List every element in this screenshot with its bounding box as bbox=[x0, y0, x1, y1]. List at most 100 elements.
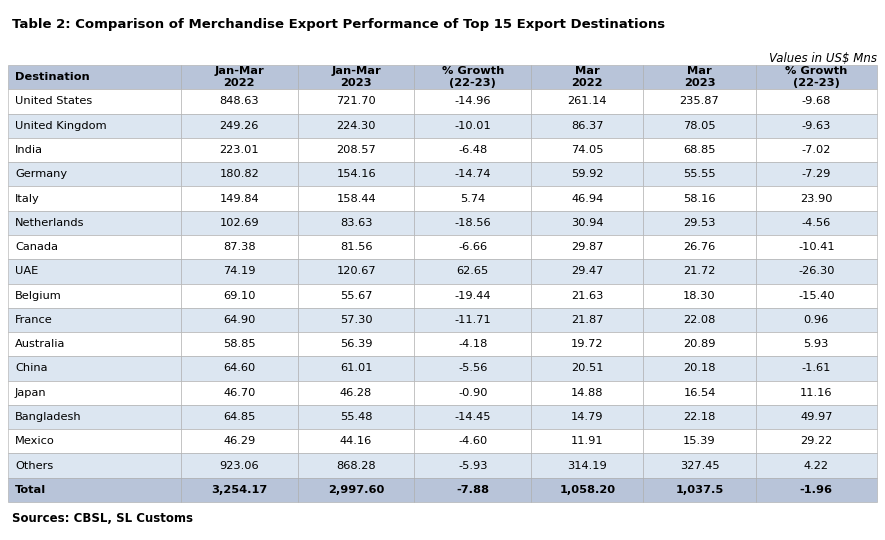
Text: 1,058.20: 1,058.20 bbox=[559, 485, 615, 495]
Bar bbox=[297, 113, 414, 138]
Bar bbox=[8, 162, 181, 186]
Bar bbox=[643, 138, 756, 162]
Text: -9.68: -9.68 bbox=[802, 97, 831, 106]
Text: 2,997.60: 2,997.60 bbox=[327, 485, 384, 495]
Bar bbox=[181, 162, 297, 186]
Text: 19.72: 19.72 bbox=[571, 339, 604, 349]
Bar bbox=[8, 454, 181, 478]
Bar bbox=[181, 89, 297, 113]
Text: Germany: Germany bbox=[15, 169, 67, 179]
Bar bbox=[414, 405, 531, 429]
Bar bbox=[756, 284, 877, 308]
Bar bbox=[181, 65, 297, 89]
Text: 223.01: 223.01 bbox=[219, 145, 259, 155]
Bar bbox=[531, 65, 643, 89]
Bar bbox=[414, 235, 531, 259]
Text: 30.94: 30.94 bbox=[571, 218, 604, 228]
Bar bbox=[531, 332, 643, 356]
Bar bbox=[414, 211, 531, 235]
Bar bbox=[8, 478, 181, 502]
Bar bbox=[297, 211, 414, 235]
Bar bbox=[414, 65, 531, 89]
Bar bbox=[643, 259, 756, 284]
Bar bbox=[8, 186, 181, 211]
Text: 11.91: 11.91 bbox=[571, 436, 604, 446]
Bar bbox=[8, 113, 181, 138]
Text: -14.74: -14.74 bbox=[455, 169, 491, 179]
Text: 29.47: 29.47 bbox=[571, 266, 604, 276]
Bar bbox=[414, 259, 531, 284]
Text: China: China bbox=[15, 363, 48, 374]
Text: Destination: Destination bbox=[15, 72, 89, 82]
Bar bbox=[297, 89, 414, 113]
Bar bbox=[181, 235, 297, 259]
Text: -10.01: -10.01 bbox=[455, 121, 491, 131]
Text: -7.88: -7.88 bbox=[457, 485, 489, 495]
Text: -9.63: -9.63 bbox=[802, 121, 831, 131]
Bar bbox=[297, 454, 414, 478]
Bar bbox=[414, 454, 531, 478]
Text: 83.63: 83.63 bbox=[340, 218, 373, 228]
Text: 46.28: 46.28 bbox=[340, 388, 373, 398]
Bar bbox=[531, 405, 643, 429]
Bar bbox=[297, 235, 414, 259]
Text: 86.37: 86.37 bbox=[571, 121, 604, 131]
Bar bbox=[531, 429, 643, 454]
Bar bbox=[414, 284, 531, 308]
Bar bbox=[531, 235, 643, 259]
Bar bbox=[181, 454, 297, 478]
Text: 74.05: 74.05 bbox=[571, 145, 604, 155]
Bar bbox=[643, 381, 756, 405]
Bar bbox=[531, 186, 643, 211]
Bar bbox=[297, 65, 414, 89]
Text: 20.89: 20.89 bbox=[683, 339, 716, 349]
Bar bbox=[181, 381, 297, 405]
Text: -19.44: -19.44 bbox=[455, 291, 491, 301]
Bar bbox=[181, 284, 297, 308]
Bar bbox=[181, 308, 297, 332]
Text: Bangladesh: Bangladesh bbox=[15, 412, 81, 422]
Bar bbox=[181, 186, 297, 211]
Text: 5.93: 5.93 bbox=[804, 339, 829, 349]
Bar bbox=[297, 478, 414, 502]
Bar bbox=[643, 308, 756, 332]
Text: 46.94: 46.94 bbox=[571, 193, 604, 204]
Text: Belgium: Belgium bbox=[15, 291, 62, 301]
Bar bbox=[414, 186, 531, 211]
Bar bbox=[297, 332, 414, 356]
Bar bbox=[8, 332, 181, 356]
Bar bbox=[756, 138, 877, 162]
Text: 20.51: 20.51 bbox=[571, 363, 604, 374]
Bar bbox=[643, 429, 756, 454]
Bar bbox=[643, 89, 756, 113]
Bar bbox=[531, 259, 643, 284]
Bar bbox=[531, 211, 643, 235]
Bar bbox=[181, 259, 297, 284]
Text: Values in US$ Mns: Values in US$ Mns bbox=[769, 52, 877, 65]
Bar bbox=[756, 356, 877, 381]
Bar bbox=[297, 186, 414, 211]
Bar bbox=[181, 405, 297, 429]
Text: 224.30: 224.30 bbox=[336, 121, 376, 131]
Text: 249.26: 249.26 bbox=[219, 121, 259, 131]
Bar bbox=[414, 162, 531, 186]
Text: 44.16: 44.16 bbox=[340, 436, 373, 446]
Bar bbox=[297, 356, 414, 381]
Text: 180.82: 180.82 bbox=[219, 169, 259, 179]
Text: 59.92: 59.92 bbox=[571, 169, 604, 179]
Text: 1,037.5: 1,037.5 bbox=[675, 485, 724, 495]
Bar bbox=[297, 308, 414, 332]
Text: 18.30: 18.30 bbox=[683, 291, 716, 301]
Text: 923.06: 923.06 bbox=[219, 461, 259, 470]
Text: 15.39: 15.39 bbox=[683, 436, 716, 446]
Text: United Kingdom: United Kingdom bbox=[15, 121, 106, 131]
Text: 120.67: 120.67 bbox=[336, 266, 376, 276]
Bar bbox=[8, 284, 181, 308]
Text: 56.39: 56.39 bbox=[340, 339, 373, 349]
Text: 21.72: 21.72 bbox=[683, 266, 716, 276]
Text: 64.60: 64.60 bbox=[223, 363, 256, 374]
Text: France: France bbox=[15, 315, 53, 325]
Bar bbox=[531, 454, 643, 478]
Text: 5.74: 5.74 bbox=[460, 193, 486, 204]
Text: 58.16: 58.16 bbox=[683, 193, 716, 204]
